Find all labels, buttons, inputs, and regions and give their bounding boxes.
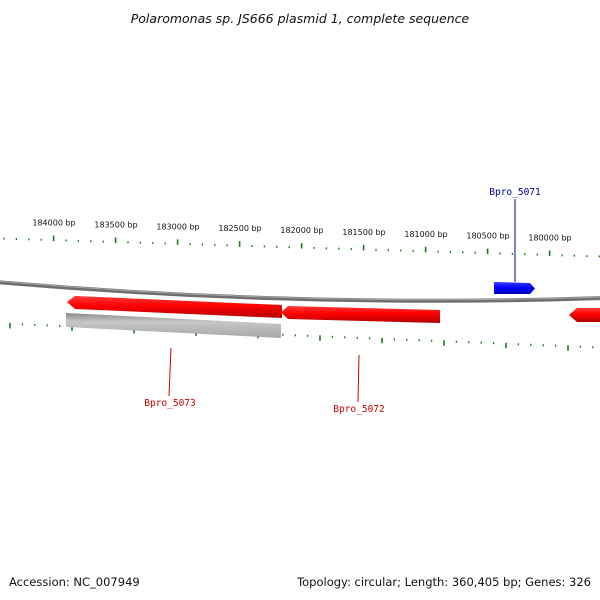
gene-label-bpro-5072[interactable]: Bpro_5072 xyxy=(333,404,384,415)
sequence-backbone-highlight xyxy=(0,280,600,301)
leader-line-bpro-5072 xyxy=(357,354,360,403)
gene-edge-right[interactable] xyxy=(569,308,600,322)
upper-scale-ruler: 184000 bp 183500 bp 183000 bp 182500 bp 1820… xyxy=(3,219,600,258)
accession-text: Accession: NC_007949 xyxy=(9,575,140,589)
scale-label: 181500 bp xyxy=(342,228,385,237)
scale-label: 180500 bp xyxy=(466,232,509,241)
scale-label: 180000 bp xyxy=(528,234,571,243)
scale-label: 181000 bp xyxy=(404,230,447,239)
sequence-summary-text: Topology: circular; Length: 360,405 bp; … xyxy=(296,575,591,589)
feature-gray-bar[interactable] xyxy=(66,313,281,338)
gene-label-bpro-5071[interactable]: Bpro_5071 xyxy=(489,187,541,198)
sequence-backbone xyxy=(0,280,600,303)
gene-bpro-5073[interactable] xyxy=(67,296,282,318)
scale-label: 183000 bp xyxy=(156,222,199,231)
scale-label: 182000 bp xyxy=(280,226,323,235)
gene-label-bpro-5073[interactable]: Bpro_5073 xyxy=(144,398,195,409)
gene-bpro-5071[interactable] xyxy=(494,282,535,294)
scale-label: 182500 bp xyxy=(218,224,261,233)
map-title: Polaromonas sp. JS666 plasmid 1, complet… xyxy=(131,11,470,26)
scale-label: 183500 bp xyxy=(94,220,137,229)
leader-line-bpro-5073 xyxy=(168,347,172,397)
gene-bpro-5072[interactable] xyxy=(281,306,440,323)
scale-label: 184000 bp xyxy=(32,219,75,228)
